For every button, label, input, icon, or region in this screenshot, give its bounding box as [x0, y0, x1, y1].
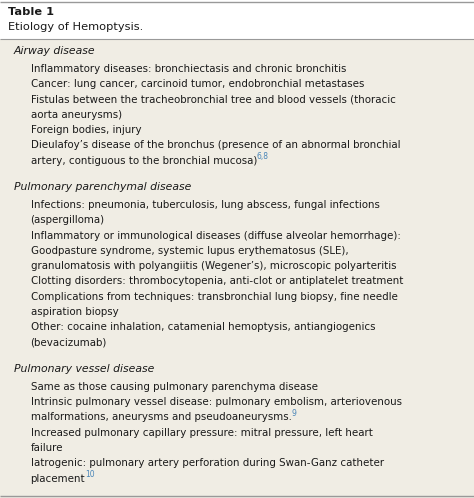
Text: (aspergilloma): (aspergilloma): [30, 215, 105, 225]
Text: Foreign bodies, injury: Foreign bodies, injury: [30, 125, 141, 135]
Text: Infections: pneumonia, tuberculosis, lung abscess, fungal infections: Infections: pneumonia, tuberculosis, lun…: [30, 200, 379, 210]
Text: granulomatosis with polyangiitis (Wegener’s), microscopic polyarteritis: granulomatosis with polyangiitis (Wegene…: [30, 261, 396, 271]
Text: Same as those causing pulmonary parenchyma disease: Same as those causing pulmonary parenchy…: [30, 382, 318, 392]
Text: artery, contiguous to the bronchial mucosa): artery, contiguous to the bronchial muco…: [30, 155, 257, 165]
Text: placement: placement: [30, 474, 85, 484]
Text: Inflammatory diseases: bronchiectasis and chronic bronchitis: Inflammatory diseases: bronchiectasis an…: [30, 64, 346, 74]
Text: (bevacizumab): (bevacizumab): [30, 338, 107, 348]
Text: Fistulas between the tracheobronchial tree and blood vessels (thoracic: Fistulas between the tracheobronchial tr…: [30, 95, 395, 105]
Text: Table 1: Table 1: [9, 7, 55, 17]
Text: Increased pulmonary capillary pressure: mitral pressure, left heart: Increased pulmonary capillary pressure: …: [30, 428, 373, 438]
Text: Cancer: lung cancer, carcinoid tumor, endobronchial metastases: Cancer: lung cancer, carcinoid tumor, en…: [30, 79, 364, 89]
Text: aspiration biopsy: aspiration biopsy: [30, 307, 118, 317]
Text: Iatrogenic: pulmonary artery perforation during Swan-Ganz catheter: Iatrogenic: pulmonary artery perforation…: [30, 458, 383, 468]
Text: malformations, aneurysms and pseudoaneurysms.: malformations, aneurysms and pseudoaneur…: [30, 412, 292, 422]
Text: Goodpasture syndrome, systemic lupus erythematosus (SLE),: Goodpasture syndrome, systemic lupus ery…: [30, 246, 348, 256]
Text: Clotting disorders: thrombocytopenia, anti-clot or antiplatelet treatment: Clotting disorders: thrombocytopenia, an…: [30, 276, 403, 286]
Text: Other: cocaine inhalation, catamenial hemoptysis, antiangiogenics: Other: cocaine inhalation, catamenial he…: [30, 322, 375, 332]
Text: Intrinsic pulmonary vessel disease: pulmonary embolism, arteriovenous: Intrinsic pulmonary vessel disease: pulm…: [30, 397, 401, 407]
Text: Etiology of Hemoptysis.: Etiology of Hemoptysis.: [9, 22, 144, 32]
Text: Inflammatory or immunological diseases (diffuse alveolar hemorrhage):: Inflammatory or immunological diseases (…: [30, 231, 401, 241]
Text: 10: 10: [85, 470, 95, 479]
Text: failure: failure: [30, 443, 63, 453]
Text: aorta aneurysms): aorta aneurysms): [30, 110, 122, 120]
Text: Airway disease: Airway disease: [14, 46, 96, 56]
Text: Pulmonary parenchymal disease: Pulmonary parenchymal disease: [14, 182, 191, 192]
Text: Dieulafoy’s disease of the bronchus (presence of an abnormal bronchial: Dieulafoy’s disease of the bronchus (pre…: [30, 140, 400, 150]
Text: 9: 9: [292, 409, 296, 418]
Text: Pulmonary vessel disease: Pulmonary vessel disease: [14, 364, 154, 374]
Bar: [0, 0, 474, 39]
Text: Complications from techniques: transbronchial lung biopsy, fine needle: Complications from techniques: transbron…: [30, 292, 397, 302]
Text: 6,8: 6,8: [257, 152, 269, 161]
